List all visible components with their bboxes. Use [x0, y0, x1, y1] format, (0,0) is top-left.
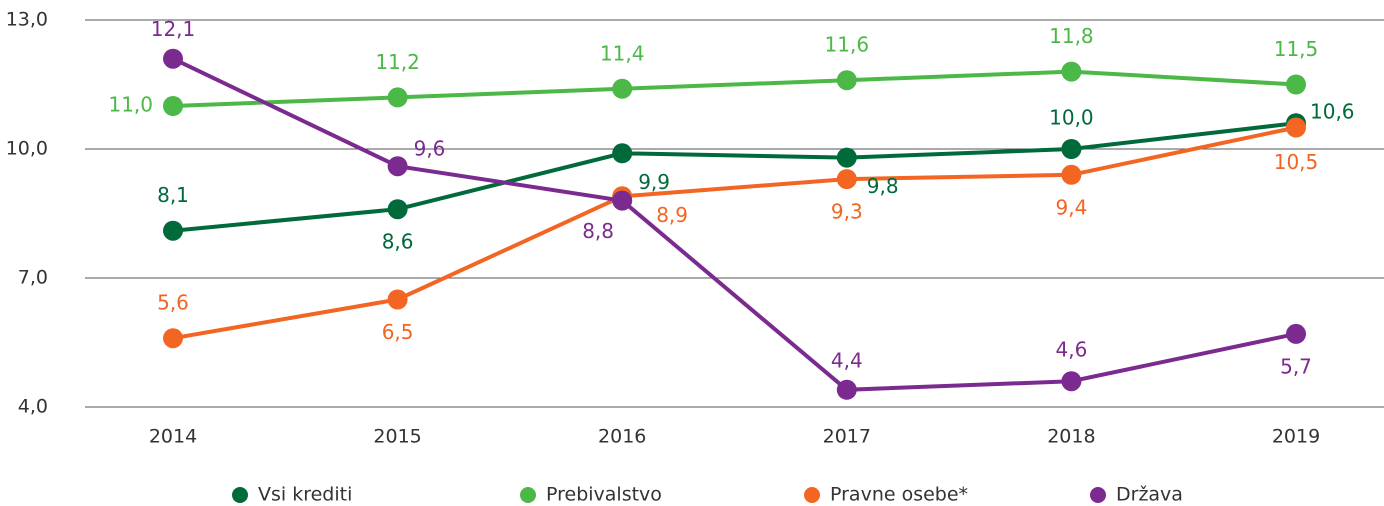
data-point [163, 48, 183, 69]
x-tick-label: 2017 [823, 426, 871, 448]
legend-label: Pravne osebe* [830, 484, 968, 506]
data-point [387, 156, 408, 177]
data-point [836, 379, 857, 400]
legend-label: Država [1116, 484, 1183, 506]
data-label: 9,3 [831, 200, 863, 224]
data-label: 10,0 [1049, 106, 1094, 130]
data-label: 4,4 [831, 348, 863, 372]
data-label: 9,4 [1055, 195, 1087, 219]
y-tick-label: 10,0 [6, 138, 48, 160]
data-label: 11,4 [600, 41, 645, 65]
data-label: 11,0 [108, 93, 153, 117]
x-tick-label: 2014 [149, 426, 197, 448]
data-point [1061, 164, 1082, 185]
data-point [1286, 323, 1306, 344]
data-point [163, 96, 183, 116]
series-line [172, 56, 1297, 392]
data-point [387, 199, 408, 220]
data-label: 9,9 [638, 170, 670, 194]
data-label: 8,9 [656, 203, 688, 227]
data-label: 12,1 [151, 17, 196, 41]
data-label: 11,8 [1049, 24, 1094, 48]
data-label: 11,2 [375, 50, 420, 74]
legend-marker [520, 487, 536, 503]
data-point [612, 143, 633, 164]
data-point [836, 169, 857, 190]
data-point [836, 70, 857, 91]
x-tick-label: 2015 [373, 426, 421, 448]
data-point [1286, 117, 1306, 138]
data-label: 11,5 [1274, 37, 1319, 61]
data-point [612, 190, 633, 211]
data-point [836, 147, 857, 168]
data-point [387, 289, 408, 310]
legend-marker [1090, 487, 1106, 503]
x-tick-label: 2018 [1047, 426, 1095, 448]
data-point [387, 87, 408, 108]
data-label: 10,5 [1274, 150, 1319, 174]
data-point [1286, 74, 1306, 95]
data-point [1061, 139, 1082, 159]
data-point [612, 78, 633, 99]
data-label: 8,1 [157, 183, 189, 207]
data-label: 5,6 [157, 291, 189, 315]
x-tick-label: 2019 [1272, 426, 1320, 448]
legend-marker [232, 487, 248, 503]
y-tick-label: 7,0 [18, 267, 48, 289]
series-line [172, 69, 1297, 108]
data-label: 9,6 [414, 137, 446, 161]
data-label: 10,6 [1310, 100, 1355, 124]
series-line [172, 125, 1297, 341]
series-line [172, 121, 1297, 233]
data-label: 6,5 [382, 320, 414, 344]
data-point [163, 328, 183, 349]
data-label: 4,6 [1055, 338, 1087, 362]
y-tick-label: 4,0 [18, 396, 48, 418]
legend-label: Vsi krediti [258, 484, 352, 506]
data-label: 8,6 [382, 230, 414, 254]
x-tick-label: 2016 [598, 426, 646, 448]
data-label: 5,7 [1280, 354, 1312, 378]
y-tick-label: 13,0 [6, 9, 48, 31]
data-label: 11,6 [825, 33, 870, 57]
data-label: 9,8 [867, 174, 899, 198]
legend-label: Prebivalstvo [546, 484, 662, 506]
legend-marker [804, 487, 820, 503]
data-point [163, 220, 183, 241]
data-point [1061, 61, 1082, 82]
data-point [1061, 371, 1082, 392]
data-label: 8,8 [582, 219, 614, 243]
